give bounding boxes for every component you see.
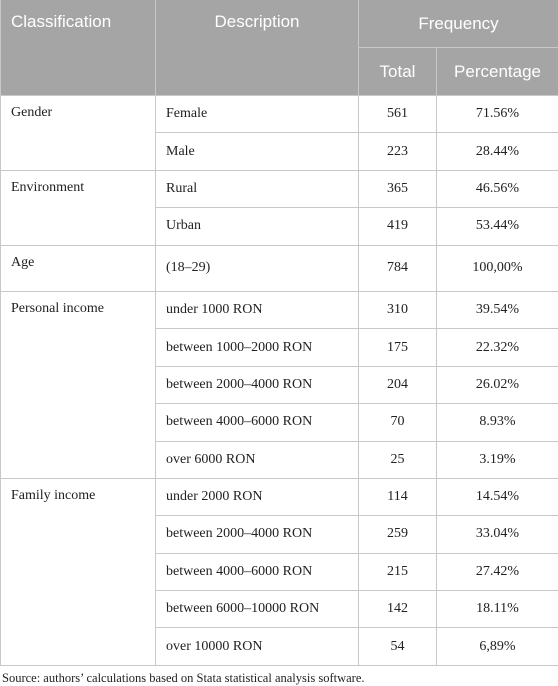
description-cell: (18–29) bbox=[156, 245, 359, 291]
description-cell: between 4000–6000 RON bbox=[156, 553, 359, 590]
header-cell: Description bbox=[156, 0, 359, 96]
total-cell: 310 bbox=[359, 291, 437, 328]
percentage-cell: 27.42% bbox=[437, 553, 558, 590]
description-cell: over 10000 RON bbox=[156, 628, 359, 665]
total-cell: 175 bbox=[359, 329, 437, 366]
description-cell: Rural bbox=[156, 170, 359, 207]
total-cell: 561 bbox=[359, 96, 437, 133]
percentage-cell: 28.44% bbox=[437, 133, 558, 170]
percentage-cell: 39.54% bbox=[437, 291, 558, 328]
percentage-cell: 53.44% bbox=[437, 208, 558, 245]
total-cell: 215 bbox=[359, 553, 437, 590]
header-cell: Classification bbox=[1, 0, 156, 96]
total-cell: 25 bbox=[359, 441, 437, 478]
classification-cell: Family income bbox=[1, 478, 156, 665]
total-cell: 142 bbox=[359, 591, 437, 628]
classification-cell: Age bbox=[1, 245, 156, 291]
percentage-cell: 71.56% bbox=[437, 96, 558, 133]
percentage-cell: 6,89% bbox=[437, 628, 558, 665]
description-cell: between 2000–4000 RON bbox=[156, 516, 359, 553]
percentage-cell: 46.56% bbox=[437, 170, 558, 207]
total-cell: 223 bbox=[359, 133, 437, 170]
percentage-cell: 26.02% bbox=[437, 366, 558, 403]
total-cell: 259 bbox=[359, 516, 437, 553]
total-cell: 419 bbox=[359, 208, 437, 245]
description-cell: under 2000 RON bbox=[156, 478, 359, 515]
classification-cell: Environment bbox=[1, 170, 156, 245]
percentage-cell: 22.32% bbox=[437, 329, 558, 366]
description-cell: over 6000 RON bbox=[156, 441, 359, 478]
classification-cell: Personal income bbox=[1, 291, 156, 478]
classification-cell: Gender bbox=[1, 96, 156, 171]
percentage-cell: 100,00% bbox=[437, 245, 558, 291]
header-cell: Total bbox=[359, 48, 437, 96]
description-cell: between 6000–10000 RON bbox=[156, 591, 359, 628]
percentage-cell: 18.11% bbox=[437, 591, 558, 628]
total-cell: 784 bbox=[359, 245, 437, 291]
percentage-cell: 14.54% bbox=[437, 478, 558, 515]
description-cell: between 4000–6000 RON bbox=[156, 404, 359, 441]
total-cell: 204 bbox=[359, 366, 437, 403]
total-cell: 54 bbox=[359, 628, 437, 665]
percentage-cell: 33.04% bbox=[437, 516, 558, 553]
description-cell: Female bbox=[156, 96, 359, 133]
total-cell: 365 bbox=[359, 170, 437, 207]
source-note: Source: authors’ calculations based on S… bbox=[2, 671, 558, 686]
description-cell: Male bbox=[156, 133, 359, 170]
description-cell: between 1000–2000 RON bbox=[156, 329, 359, 366]
data-table: Classification Description Frequency Tot… bbox=[0, 0, 558, 666]
header-cell: Percentage bbox=[437, 48, 558, 96]
percentage-cell: 3.19% bbox=[437, 441, 558, 478]
total-cell: 114 bbox=[359, 478, 437, 515]
description-cell: between 2000–4000 RON bbox=[156, 366, 359, 403]
description-cell: Urban bbox=[156, 208, 359, 245]
percentage-cell: 8.93% bbox=[437, 404, 558, 441]
total-cell: 70 bbox=[359, 404, 437, 441]
description-cell: under 1000 RON bbox=[156, 291, 359, 328]
header-cell: Frequency bbox=[359, 0, 558, 48]
